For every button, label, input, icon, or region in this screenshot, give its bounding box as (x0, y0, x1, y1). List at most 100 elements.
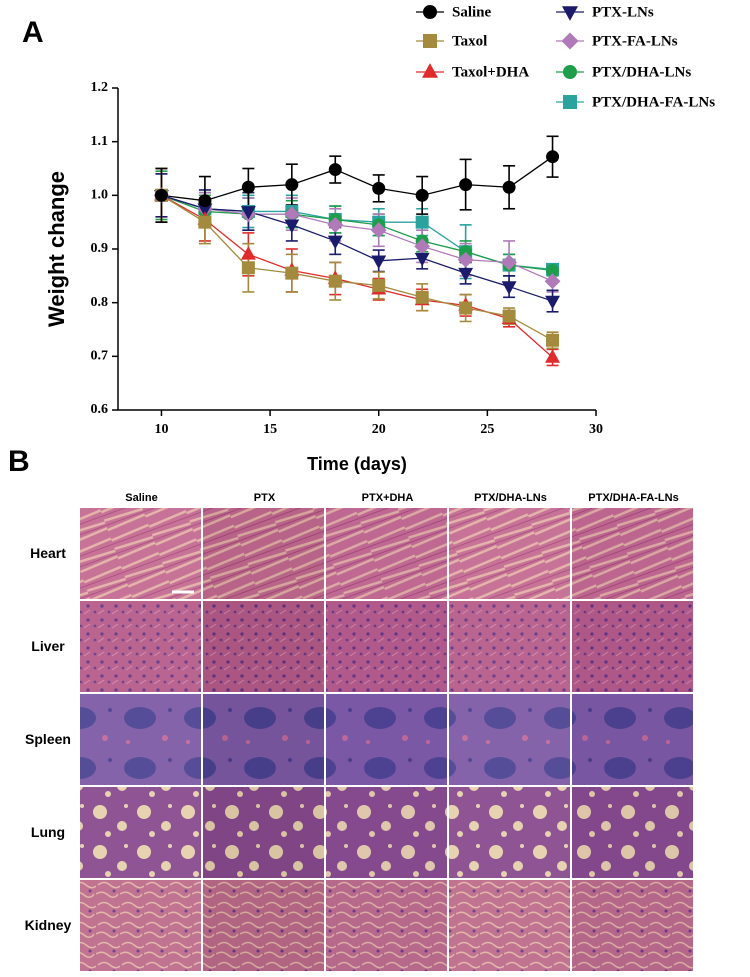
tissue-shade (203, 508, 324, 599)
x-tick-label: 10 (154, 422, 168, 437)
tissue-image (449, 601, 570, 692)
tissue-shade (80, 787, 201, 878)
tissue-image (203, 508, 324, 599)
column-header: PTX (254, 492, 276, 504)
y-tick-label: 0.9 (91, 241, 109, 256)
x-tick-label: 25 (480, 422, 494, 437)
series-line (161, 194, 553, 282)
tissue-shade (203, 694, 324, 785)
legend-marker (423, 34, 437, 48)
y-tick-label: 0.6 (91, 402, 109, 417)
marker (327, 235, 343, 250)
column-header: PTX/DHA-FA-LNs (588, 492, 678, 504)
y-tick-label: 0.7 (91, 349, 109, 364)
row-label: Liver (31, 638, 65, 654)
marker (370, 222, 387, 239)
legend-item: PTX-LNs (556, 4, 654, 21)
marker (502, 180, 516, 194)
legend-marker (563, 65, 577, 79)
series-line (161, 156, 553, 202)
marker (241, 261, 255, 275)
legend-label: PTX-FA-LNs (592, 33, 678, 49)
marker (459, 178, 473, 192)
marker (458, 267, 474, 282)
tissue-shade (203, 880, 324, 971)
column-header: Saline (125, 492, 157, 504)
legend-item: PTX/DHA-FA-LNs (556, 94, 715, 110)
tissue-image (572, 880, 693, 971)
marker (327, 216, 344, 233)
tissue-shade (80, 508, 201, 599)
tissue-shade (449, 694, 570, 785)
marker (457, 251, 474, 268)
marker (501, 254, 517, 271)
tissue-image (572, 508, 693, 599)
marker (546, 150, 560, 164)
series-line (161, 194, 553, 341)
tissue-image (203, 787, 324, 878)
legend-label: PTX/DHA-FA-LNs (592, 94, 715, 110)
marker (459, 301, 473, 315)
marker (284, 219, 300, 234)
panel-label: B (8, 445, 30, 478)
tissue-shade (572, 601, 693, 692)
marker (154, 188, 168, 202)
column-header: PTX+DHA (362, 492, 414, 504)
legend-label: Taxol+DHA (452, 64, 529, 80)
tissue-shade (572, 787, 693, 878)
tissue-shade (80, 694, 201, 785)
marker (198, 215, 212, 229)
y-axis-title: Weight change (44, 171, 69, 327)
tissue-shade (572, 508, 693, 599)
tissue-image (203, 880, 324, 971)
series-line (161, 194, 553, 358)
marker (372, 181, 386, 195)
tissue-image (572, 787, 693, 878)
marker (415, 290, 429, 304)
tissue-shade (326, 601, 447, 692)
x-tick-label: 15 (263, 422, 277, 437)
tissue-shade (203, 601, 324, 692)
tissue-shade (449, 787, 570, 878)
marker (240, 246, 256, 260)
tissue-image (449, 880, 570, 971)
legend-item: PTX/DHA-LNs (556, 64, 691, 80)
legend-marker (422, 63, 438, 78)
marker (545, 295, 560, 310)
marker (328, 163, 342, 177)
x-tick-label: 20 (372, 422, 386, 437)
tissue-shade (326, 694, 447, 785)
tissue-shade (572, 694, 693, 785)
x-axis-title: Time (days) (307, 454, 407, 474)
row-label: Heart (30, 545, 66, 561)
tissue-image (326, 694, 447, 785)
legend-label: Taxol (452, 33, 487, 49)
legend-item: Taxol (416, 33, 487, 49)
tissue-shade (326, 787, 447, 878)
tissue-image (572, 601, 693, 692)
histology-grid: Saline PTX PTX+DHA PTX/DHA-LNs PTX/DHA-FA-LN… (25, 492, 693, 971)
marker (198, 194, 212, 208)
legend-marker (423, 5, 437, 19)
tissue-image (326, 787, 447, 878)
marker (545, 349, 560, 363)
tissue-shade (326, 880, 447, 971)
tissue-image (572, 694, 693, 785)
tissue-image (203, 601, 324, 692)
row-label: Kidney (25, 917, 72, 933)
marker (546, 333, 560, 347)
tissue-shade (449, 601, 570, 692)
marker (285, 266, 299, 280)
series-line (161, 194, 553, 302)
legend-item: PTX-FA-LNs (556, 32, 678, 50)
tissue-shade (572, 880, 693, 971)
tissue-image (80, 880, 201, 971)
marker (285, 178, 299, 192)
marker (502, 309, 516, 323)
tissue-shade (80, 880, 201, 971)
tissue-image (80, 601, 201, 692)
legend-label: Saline (452, 4, 492, 20)
marker (501, 281, 517, 295)
